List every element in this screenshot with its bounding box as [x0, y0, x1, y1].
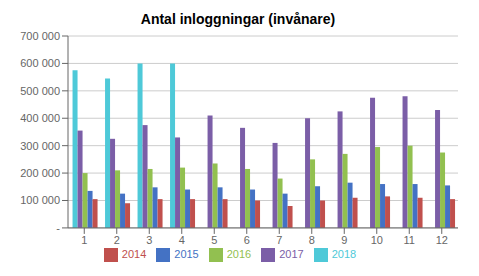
svg-text:3: 3 — [146, 234, 152, 246]
html-text:2017: 2017 — [279, 247, 304, 260]
html-text:2015: 2015 — [174, 247, 199, 260]
html-text:2014: 2014 — [121, 247, 147, 260]
svg-text:500 000: 500 000 — [20, 85, 60, 97]
svg-text:200 000: 200 000 — [20, 167, 60, 179]
svg-text:100 000: 100 000 — [20, 194, 60, 206]
svg-text:10: 10 — [371, 234, 383, 246]
html-text:Antal inloggningar (invånare): Antal inloggningar (invånare) — [140, 11, 336, 27]
html-text:2016: 2016 — [226, 247, 252, 260]
svg-text:12: 12 — [436, 234, 448, 246]
svg-text:8: 8 — [309, 234, 315, 246]
svg-text:400 000: 400 000 — [20, 112, 60, 124]
svg-text:2: 2 — [114, 234, 120, 246]
svg-text:600 000: 600 000 — [20, 57, 60, 69]
html-text:2018: 2018 — [331, 247, 357, 260]
svg-text:-: - — [56, 222, 60, 234]
svg-text:300 000: 300 000 — [20, 140, 60, 152]
svg-text:5: 5 — [211, 234, 217, 246]
svg-text:11: 11 — [404, 234, 415, 246]
svg-text:700 000: 700 000 — [20, 30, 60, 42]
svg-text:1: 1 — [81, 234, 87, 246]
svg-text:4: 4 — [179, 234, 185, 246]
svg-text:9: 9 — [341, 234, 347, 246]
svg-text:6: 6 — [244, 234, 250, 246]
svg-text:7: 7 — [276, 234, 282, 246]
